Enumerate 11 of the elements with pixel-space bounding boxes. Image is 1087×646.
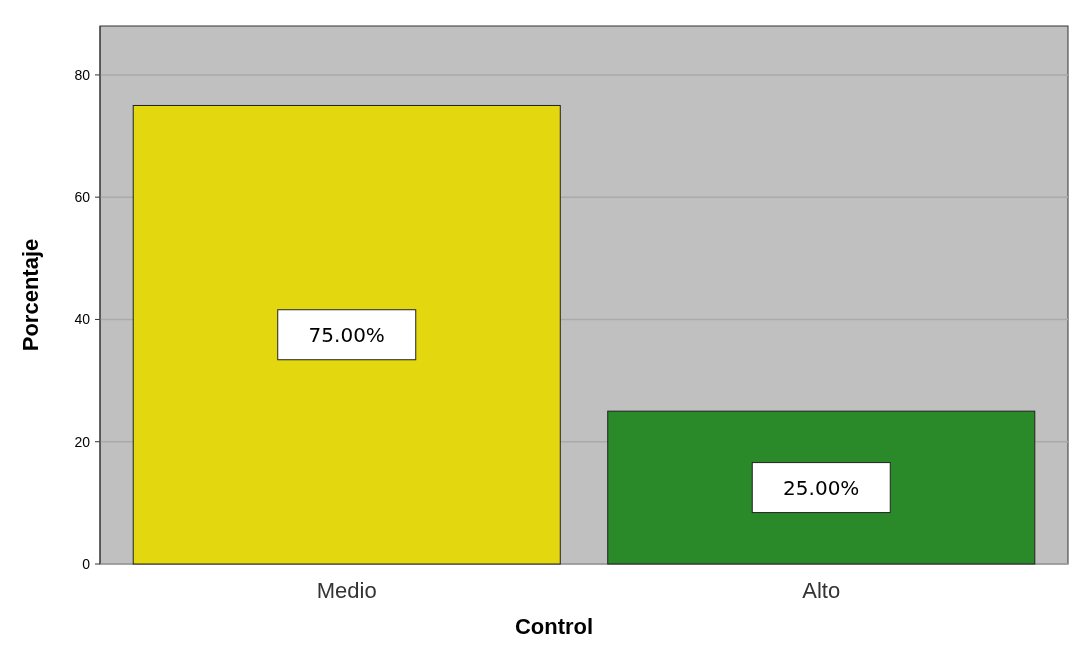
y-axis-title: Porcentaje (18, 238, 43, 352)
y-tick-label: 20 (74, 433, 91, 450)
x-tick-label: Medio (316, 578, 377, 603)
x-axis-title: Control (514, 614, 594, 639)
y-tick-label: 60 (74, 189, 91, 206)
y-tick-label: 80 (74, 66, 91, 83)
data-label: 75.00% (308, 322, 385, 347)
data-label: 25.00% (783, 475, 860, 500)
y-tick-label: 40 (74, 311, 91, 328)
y-tick-label: 0 (82, 556, 91, 572)
x-tick-label: Alto (802, 578, 841, 603)
